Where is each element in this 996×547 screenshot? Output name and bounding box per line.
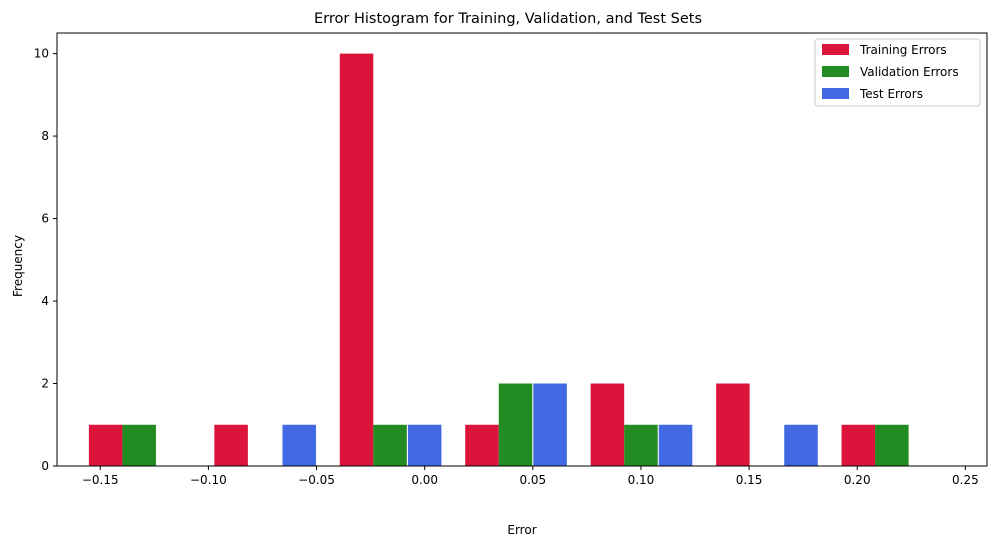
legend-label-training: Training Errors (859, 43, 947, 57)
bar-validation-4 (875, 424, 909, 466)
legend-label-validation: Validation Errors (860, 65, 959, 79)
x-tick-label: −0.15 (82, 473, 119, 487)
bars-layer (88, 53, 909, 467)
x-tick-label: −0.10 (190, 473, 227, 487)
y-ticks: 0 2 4 6 8 10 (34, 47, 57, 473)
x-tick-label: 0.10 (628, 473, 655, 487)
bar-training-1 (214, 424, 248, 466)
chart-title: Error Histogram for Training, Validation… (314, 11, 702, 27)
x-tick-label: 0.15 (736, 473, 763, 487)
legend-swatch-training (822, 44, 849, 55)
bar-training-4 (590, 383, 625, 466)
y-tick-label: 2 (41, 377, 49, 391)
bar-validation-1 (373, 424, 407, 466)
bar-test-0 (282, 424, 316, 466)
legend-frame (814, 38, 981, 107)
y-tick-label: 6 (41, 212, 49, 226)
legend-label-test: Test Errors (859, 87, 923, 101)
bar-training-0 (88, 424, 123, 466)
bar-test-1 (407, 424, 442, 466)
y-tick-label: 8 (41, 129, 49, 143)
bar-training-3 (465, 424, 499, 466)
bar-training-5 (716, 383, 750, 466)
x-ticks: −0.15 −0.10 −0.05 0.00 0.05 0.10 0.15 0.20 0.25 (82, 466, 979, 487)
x-tick-label: 0.00 (411, 473, 438, 487)
bar-validation-2 (498, 383, 533, 466)
y-axis-label: Frequency (11, 235, 25, 297)
bar-validation-0 (122, 424, 156, 466)
y-tick-label: 4 (41, 294, 49, 308)
bar-training-6 (841, 424, 876, 466)
bar-training-2 (339, 53, 374, 467)
y-tick-label: 0 (41, 459, 49, 473)
bar-test-2 (533, 383, 567, 466)
x-tick-label: −0.05 (298, 473, 335, 487)
x-axis-label: Error (507, 523, 536, 537)
y-tick-label: 10 (34, 47, 49, 61)
x-tick-label: 0.25 (952, 473, 979, 487)
bar-validation-3 (624, 424, 658, 466)
legend: Training Errors Validation Errors Test E… (814, 38, 981, 107)
bar-test-3 (658, 424, 693, 466)
plot-frame (56, 32, 988, 467)
x-tick-label: 0.05 (519, 473, 546, 487)
legend-swatch-validation (822, 66, 849, 77)
x-tick-label: 0.20 (844, 473, 871, 487)
bar-test-4 (784, 424, 818, 466)
legend-swatch-test (822, 88, 849, 99)
